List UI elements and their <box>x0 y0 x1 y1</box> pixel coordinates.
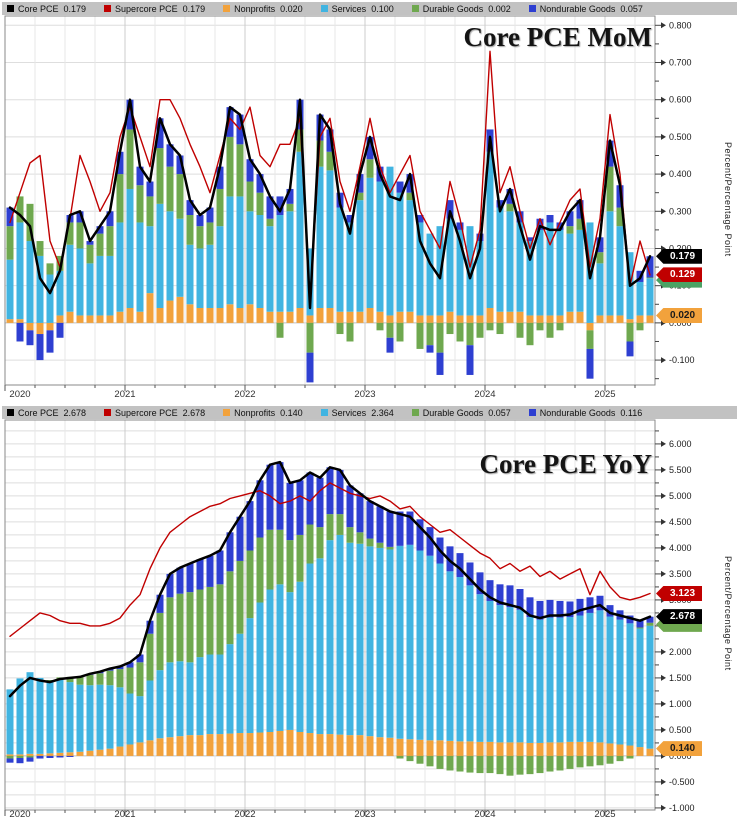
svg-text:0.800: 0.800 <box>669 20 692 30</box>
svg-text:-0.100: -0.100 <box>669 355 695 365</box>
legend-value: 0.179 <box>182 3 206 14</box>
services-swatch-icon <box>320 409 328 416</box>
axis-tag-3.123: 3.123 <box>656 586 702 602</box>
legend-item-services[interactable]: Services 2.364 <box>320 407 394 418</box>
svg-text:0.700: 0.700 <box>669 57 692 67</box>
svg-text:0.600: 0.600 <box>669 95 692 105</box>
legend-value: 0.002 <box>488 3 511 14</box>
x-axis-year-label: 2025 <box>594 389 615 400</box>
x-axis-year-label: 2020 <box>9 809 30 820</box>
legend-value: 0.057 <box>620 3 643 14</box>
legend-item-nondurable-goods[interactable]: Nondurable Goods 0.057 <box>528 3 643 14</box>
durable-goods-swatch-icon <box>411 5 419 12</box>
svg-text:0.200: 0.200 <box>669 243 692 253</box>
axis-tag-0.179: 0.179 <box>656 248 702 264</box>
nondurable-goods-swatch-icon <box>528 409 536 416</box>
x-axis-year-label: 2023 <box>354 389 375 400</box>
x-axis-year-label: 2025 <box>594 809 615 820</box>
legend-value: 0.116 <box>620 407 643 418</box>
yoy-chart-title: Core PCE YoY <box>479 449 652 479</box>
axis-tag-2.678: 2.678 <box>656 609 702 625</box>
legend-label: Nondurable Goods <box>539 407 616 418</box>
x-axis-year-label: 2021 <box>114 389 135 400</box>
x-axis-year-label: 2023 <box>354 809 375 820</box>
core-pce-swatch-icon <box>7 409 14 416</box>
services-swatch-icon <box>320 5 328 12</box>
axis-tag-0.020: 0.020 <box>656 307 702 323</box>
svg-text:3.500: 3.500 <box>669 569 692 579</box>
svg-text:0.300: 0.300 <box>669 206 692 216</box>
legend-value: 0.020 <box>280 3 303 14</box>
x-axis-year-label: 2020 <box>9 389 30 400</box>
nondurable-goods-swatch-icon <box>528 5 536 12</box>
supercore-pce-swatch-icon <box>104 409 112 416</box>
legend-value: 0.057 <box>488 407 511 418</box>
mom-yaxis-title: Percent/Percentage Point <box>723 142 733 257</box>
yoy-chart-plot: -1.000-0.5000.0000.5001.0001.5002.0002.5… <box>4 419 695 820</box>
svg-text:2.000: 2.000 <box>669 647 692 657</box>
legend-label: Nondurable Goods <box>539 3 616 14</box>
legend-label: Durable Goods <box>422 407 484 418</box>
svg-text:1.000: 1.000 <box>669 699 692 709</box>
svg-text:1.500: 1.500 <box>669 673 692 683</box>
legend-label: Services <box>331 3 367 14</box>
x-axis-year-label: 2024 <box>474 809 495 820</box>
supercore-pce-swatch-icon <box>104 5 112 12</box>
legend-value: 0.100 <box>371 3 394 14</box>
nonprofits-swatch-icon <box>223 5 231 12</box>
legend-label: Core PCE <box>18 3 59 14</box>
mom-legend-bar: Core PCE 0.179 Supercore PCE 0.179 Nonprofit… <box>2 2 737 15</box>
legend-item-nonprofits[interactable]: Nonprofits 0.140 <box>223 408 303 418</box>
yoy-yaxis-title: Percent/Percentage Point <box>723 556 733 671</box>
core-pce-swatch-icon <box>7 5 14 12</box>
svg-text:5.500: 5.500 <box>669 465 692 475</box>
legend-label: Core PCE <box>18 407 59 418</box>
legend-item-durable-goods[interactable]: Durable Goods 0.057 <box>411 407 511 418</box>
legend-value: 0.179 <box>63 3 87 14</box>
legend-value: 2.678 <box>182 407 206 418</box>
legend-item-core-pce[interactable]: Core PCE 2.678 <box>7 408 86 418</box>
legend-label: Supercore PCE <box>115 3 178 14</box>
legend-label: Supercore PCE <box>115 407 178 418</box>
legend-value: 2.364 <box>371 407 394 418</box>
svg-text:6.000: 6.000 <box>669 439 692 449</box>
mom-chart-title: Core PCE MoM <box>463 22 652 52</box>
legend-value: 2.678 <box>63 407 87 418</box>
mom-chart-plot: -0.1000.0000.1000.2000.3000.4000.5000.60… <box>4 15 695 400</box>
svg-text:-0.500: -0.500 <box>669 777 695 787</box>
durable-goods-swatch-icon <box>411 409 419 416</box>
svg-text:0.400: 0.400 <box>669 169 692 179</box>
axis-tag-0.129: 0.129 <box>656 267 702 283</box>
legend-label: Nonprofits <box>234 407 276 418</box>
legend-item-supercore-pce[interactable]: Supercore PCE 2.678 <box>104 408 205 418</box>
yoy-legend-bar: Core PCE 2.678 Supercore PCE 2.678 Nonprofit… <box>2 406 737 419</box>
x-axis-year-label: 2024 <box>474 389 495 400</box>
x-axis-year-label: 2021 <box>114 809 135 820</box>
svg-text:4.000: 4.000 <box>669 543 692 553</box>
legend-item-supercore-pce[interactable]: Supercore PCE 0.179 <box>104 4 205 14</box>
axis-tag-0.140: 0.140 <box>656 741 702 757</box>
svg-text:0.500: 0.500 <box>669 725 692 735</box>
svg-text:4.500: 4.500 <box>669 517 692 527</box>
legend-item-services[interactable]: Services 0.100 <box>320 3 394 14</box>
legend-item-core-pce[interactable]: Core PCE 0.179 <box>7 4 86 14</box>
legend-label: Services <box>331 407 367 418</box>
x-axis-year-label: 2022 <box>234 809 255 820</box>
legend-label: Durable Goods <box>422 3 484 14</box>
x-axis-year-label: 2022 <box>234 389 255 400</box>
svg-text:-1.000: -1.000 <box>669 803 695 813</box>
svg-text:5.000: 5.000 <box>669 491 692 501</box>
legend-item-durable-goods[interactable]: Durable Goods 0.002 <box>411 3 511 14</box>
svg-text:0.500: 0.500 <box>669 132 692 142</box>
legend-item-nonprofits[interactable]: Nonprofits 0.020 <box>223 4 303 14</box>
legend-label: Nonprofits <box>234 3 276 14</box>
legend-item-nondurable-goods[interactable]: Nondurable Goods 0.116 <box>528 407 643 418</box>
nonprofits-swatch-icon <box>223 409 231 416</box>
legend-value: 0.140 <box>280 407 303 418</box>
